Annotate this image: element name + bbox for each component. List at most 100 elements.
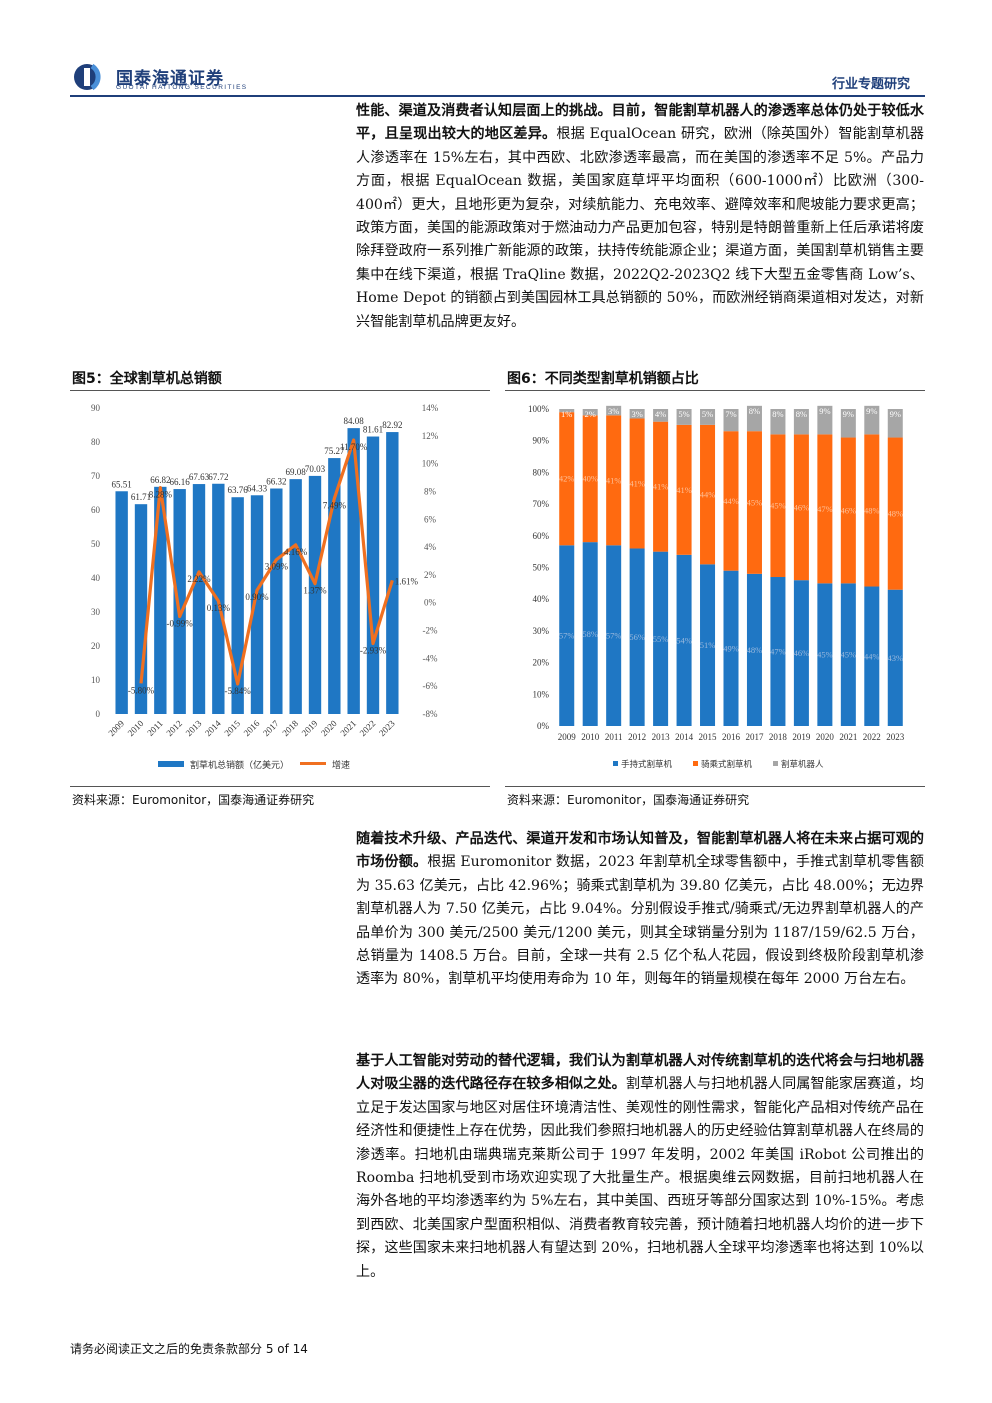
- x-axis-tick-label: 2022: [358, 718, 378, 738]
- paragraph-body: 根据 Euromonitor 数据，2023 年割草机全球零售额中，手推式割草机…: [356, 854, 924, 988]
- paragraph-body: 割草机器人与扫地机器人同属智能家居赛道，均立足于发达国家与地区对居住环境清洁性、…: [356, 1076, 925, 1280]
- segment-value-label: 5%: [702, 409, 713, 419]
- legend-swatch: [693, 761, 698, 766]
- segment-value-label: 55%: [653, 634, 669, 644]
- legend-swatch-growth: [300, 762, 326, 765]
- segment-value-label: 45%: [841, 650, 857, 660]
- segment-value-label: 3%: [631, 409, 642, 419]
- y-axis-tick-label: 80: [91, 437, 101, 447]
- stacked-bar-segment: [817, 434, 833, 584]
- company-logo: [70, 62, 110, 92]
- y-axis-tick-label: 50%: [533, 563, 550, 573]
- growth-value-label: -5.80%: [128, 685, 155, 695]
- x-axis-tick-label: 2022: [863, 732, 881, 742]
- page-footer: 请务必阅读正文之后的免责条款部分 5 of 14: [70, 1342, 308, 1356]
- growth-value-label: 2.22%: [187, 574, 211, 584]
- bar-value-label: 64.33: [247, 483, 268, 493]
- stacked-bar-segment: [606, 545, 622, 726]
- segment-value-label: 9%: [819, 406, 830, 416]
- bar-value-label: 66.32: [266, 477, 286, 487]
- bar-value-label: 75.27: [324, 446, 345, 456]
- paragraph-penetration: 性能、渠道及消费者认知层面上的挑战。目前，智能割草机器人的渗透率总体仍处于较低水…: [356, 100, 924, 334]
- y-axis-tick-label: 70: [91, 471, 101, 481]
- segment-value-label: 9%: [890, 409, 901, 419]
- paragraph-lead-bold: 性能、渠道及消费者认知层面上的挑战。目前，智能割草机器人的渗透率总体仍处于较低水…: [356, 103, 924, 143]
- segment-value-label: 1%: [561, 409, 572, 419]
- stacked-bar-segment: [559, 412, 575, 546]
- x-axis-tick-label: 2020: [816, 732, 835, 742]
- x-axis-tick-label: 2016: [242, 718, 262, 738]
- stacked-bar-segment: [676, 554, 692, 726]
- x-axis-tick-label: 2010: [581, 732, 600, 742]
- segment-value-label: 47%: [770, 647, 786, 657]
- segment-value-label: 46%: [794, 648, 810, 658]
- figure5-top-rule: [70, 390, 490, 391]
- segment-value-label: 41%: [676, 485, 692, 495]
- legend-label: 骑乘式割草机: [701, 759, 753, 769]
- bar: [308, 475, 322, 714]
- segment-value-label: 45%: [747, 498, 763, 508]
- y2-axis-tick-label: -8%: [423, 709, 438, 719]
- bar: [270, 488, 283, 714]
- segment-value-label: 5%: [678, 409, 689, 419]
- stacked-bar-segment: [864, 586, 880, 726]
- segment-value-label: 7%: [725, 409, 736, 419]
- stacked-bar-segment: [723, 431, 739, 571]
- bar: [347, 428, 360, 714]
- bar: [386, 432, 399, 714]
- bar-value-label: 70.03: [305, 464, 326, 474]
- logo-company-name-en: GUOTAI HAITONG SECURITIES: [116, 84, 248, 91]
- stacked-bar-segment: [793, 409, 809, 435]
- paragraph-iteration-logic: 基于人工智能对劳动的替代逻辑，我们认为割草机器人对传统割草机的迭代将会与扫地机器…: [356, 1050, 924, 1284]
- segment-value-label: 4%: [655, 409, 666, 419]
- growth-value-label: -5.84%: [225, 686, 252, 696]
- stacked-bar-segment: [864, 434, 880, 587]
- segment-value-label: 46%: [794, 502, 810, 512]
- x-axis-tick-label: 2009: [106, 718, 126, 738]
- bar: [328, 458, 341, 714]
- x-axis-tick-label: 2011: [605, 732, 623, 742]
- y2-axis-tick-label: 0%: [424, 598, 437, 608]
- paragraph-market-share: 随着技术升级、产品迭代、渠道开发和市场认知普及，智能割草机器人将在未来占据可观的…: [356, 828, 924, 992]
- legend-swatch: [773, 761, 778, 766]
- y-axis-tick-label: 60: [91, 505, 101, 515]
- segment-value-label: 41%: [629, 478, 645, 488]
- bar-value-label: 63.76: [228, 485, 249, 495]
- paragraph-lead-bold: 随着技术升级、产品迭代、渠道开发和市场认知普及，智能割草机器人将在未来占据可观的…: [356, 831, 924, 871]
- bar: [173, 489, 186, 714]
- segment-value-label: 9%: [843, 409, 854, 419]
- segment-value-label: 54%: [676, 635, 692, 645]
- legend-label-sales: 割草机总销额（亿美元）: [190, 759, 289, 770]
- segment-value-label: 46%: [841, 505, 857, 515]
- stacked-bar-segment: [559, 409, 575, 413]
- header-divider: [70, 95, 925, 97]
- figure6-top-rule: [505, 390, 925, 391]
- segment-value-label: 43%: [887, 653, 903, 663]
- y2-axis-tick-label: -2%: [423, 626, 438, 636]
- y-axis-tick-label: 10%: [533, 689, 550, 699]
- y2-axis-tick-label: 4%: [424, 542, 437, 552]
- stacked-bar-segment: [700, 564, 716, 726]
- segment-value-label: 8%: [772, 409, 783, 419]
- segment-value-label: 45%: [817, 650, 833, 660]
- y-axis-tick-label: 20: [91, 641, 101, 651]
- y-axis-tick-label: 0: [96, 709, 101, 719]
- stacked-bar-segment: [770, 577, 786, 726]
- x-axis-tick-label: 2013: [652, 732, 671, 742]
- segment-value-label: 41%: [653, 482, 669, 492]
- x-axis-tick-label: 2020: [319, 718, 339, 738]
- growth-value-label: -0.99%: [167, 618, 194, 628]
- legend-label: 手持式割草机: [621, 759, 673, 769]
- stacked-bar-segment: [582, 415, 598, 543]
- x-axis-tick-label: 2012: [164, 718, 184, 738]
- paragraph-body: 根据 EqualOcean 研究，欧洲（除英国外）智能割草机器人渗透率在 15%…: [356, 126, 925, 330]
- segment-value-label: 3%: [608, 406, 619, 416]
- y-axis-tick-label: 100%: [528, 404, 550, 414]
- stacked-bar-segment: [840, 583, 856, 726]
- bar-value-label: 82.92: [382, 420, 402, 430]
- bar-value-label: 66.16: [170, 477, 191, 487]
- x-axis-tick-label: 2011: [145, 718, 165, 738]
- growth-value-label: 4.16%: [284, 547, 308, 557]
- growth-value-label: 1.61%: [395, 576, 419, 586]
- segment-value-label: 44%: [700, 490, 716, 500]
